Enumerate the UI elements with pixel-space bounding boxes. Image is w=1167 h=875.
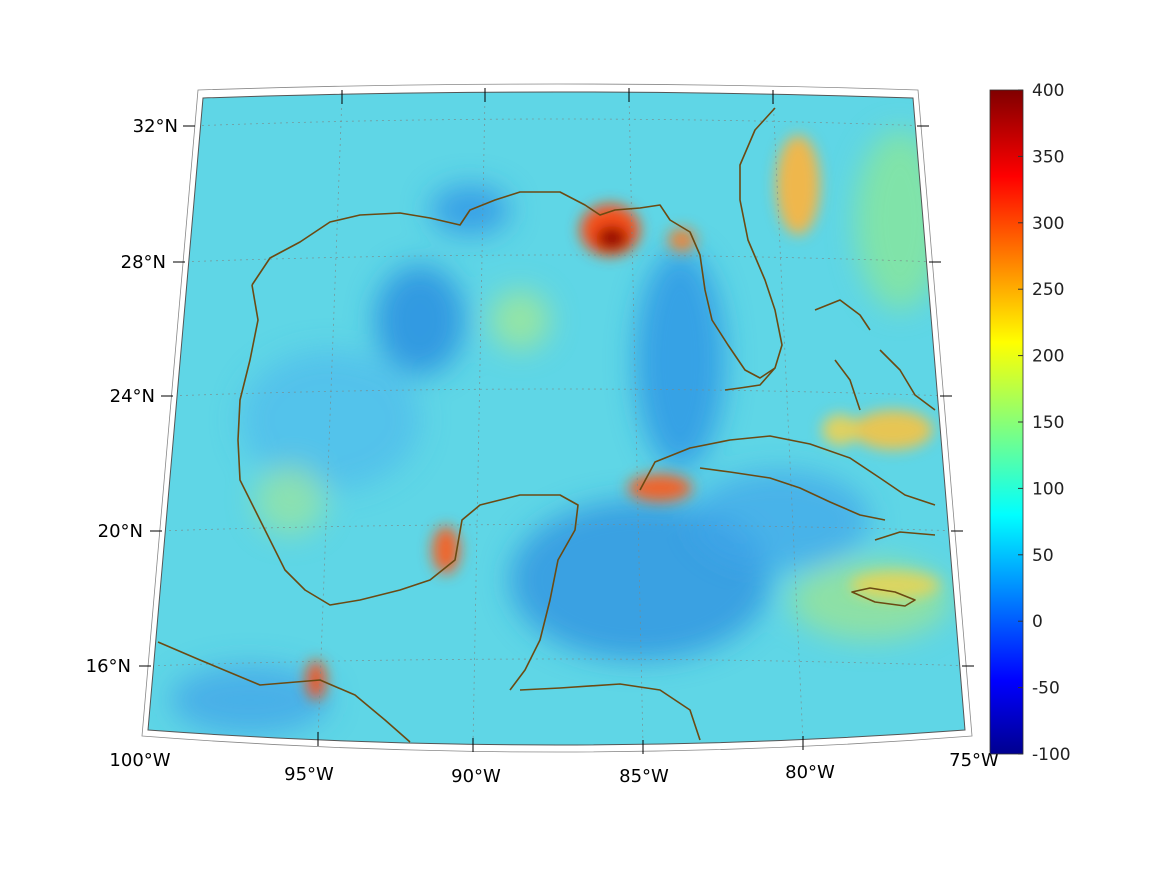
colorbar-tick-label: -50 [1032,679,1060,699]
graticule-line [317,95,343,739]
field-blob [850,571,940,599]
field-blob [255,465,325,535]
lon-labels: 100°W 95°W 90°W 85°W 80°W 75°W [109,750,999,787]
lon-label-85w: 85°W [619,766,669,787]
coastline-bahamas [814,299,936,411]
lat-labels: 32°N 28°N 24°N 20°N 16°N [86,116,178,677]
coastline-cuba-south [699,467,886,521]
coastline-central-america [157,641,411,743]
lat-label-24: 24°N [110,386,155,407]
field-blob [490,290,550,350]
colorbar-tick-label: 300 [1032,214,1064,234]
coastline-hispaniola [874,531,936,541]
lat-label-32: 32°N [133,116,178,137]
coastline-cuba [639,435,936,506]
tick-marks [139,88,974,754]
graticule-line [472,93,486,745]
lon-label-100w: 100°W [109,750,170,771]
graticule [148,93,965,745]
graticule-line [179,254,939,263]
map-frame [147,91,966,746]
colorbar-tick-label: -100 [1032,745,1071,765]
colorbar-tick-label: 350 [1032,147,1064,167]
lat-label-28: 28°N [121,252,166,273]
field-blob [596,226,628,250]
lon-label-95w: 95°W [284,764,334,785]
colorbar-tick-label: 400 [1032,81,1064,101]
colorbar-tick-label: 100 [1032,479,1064,499]
graticule-line [156,524,961,532]
lat-label-16: 16°N [86,656,131,677]
map-frame-outer [141,83,973,753]
colorbar-tick-label: 50 [1032,546,1054,566]
graticule-line [167,388,951,397]
field-blob [853,410,933,450]
field-blob [690,470,870,570]
field-blob [822,414,858,446]
colorbar-tick-label: 150 [1032,413,1064,433]
colorbar-tick-label: 0 [1032,612,1043,632]
coastline-jamaica [851,587,916,607]
colorbar-tick-label: 200 [1032,347,1064,367]
coastlines [157,107,936,743]
colorbar: 400 350 300 250 200 150 100 50 0 -50 -100 [989,81,1071,765]
field-blob [776,135,820,235]
lon-label-75w: 75°W [949,750,999,771]
field-blob [375,265,465,375]
coastline-us-mexico-gulf [251,107,783,379]
field-blob [668,228,696,252]
coastline-honduras [519,683,701,741]
colorbar-ticks: 400 350 300 250 200 150 100 50 0 -50 -100 [1018,81,1071,765]
lat-label-20: 20°N [98,521,143,542]
colorbar-gradient [989,89,1024,755]
field-blob [170,665,330,735]
field-blob [635,250,725,470]
colorbar-tick-label: 250 [1032,280,1064,300]
lon-label-90w: 90°W [451,766,501,787]
graticule-line [628,93,644,745]
field-blob [855,130,945,310]
coastline-mexico-west [237,284,579,691]
coastline-florida-islands [724,367,776,391]
data-field [148,92,965,745]
lon-label-80w: 80°W [785,762,835,783]
